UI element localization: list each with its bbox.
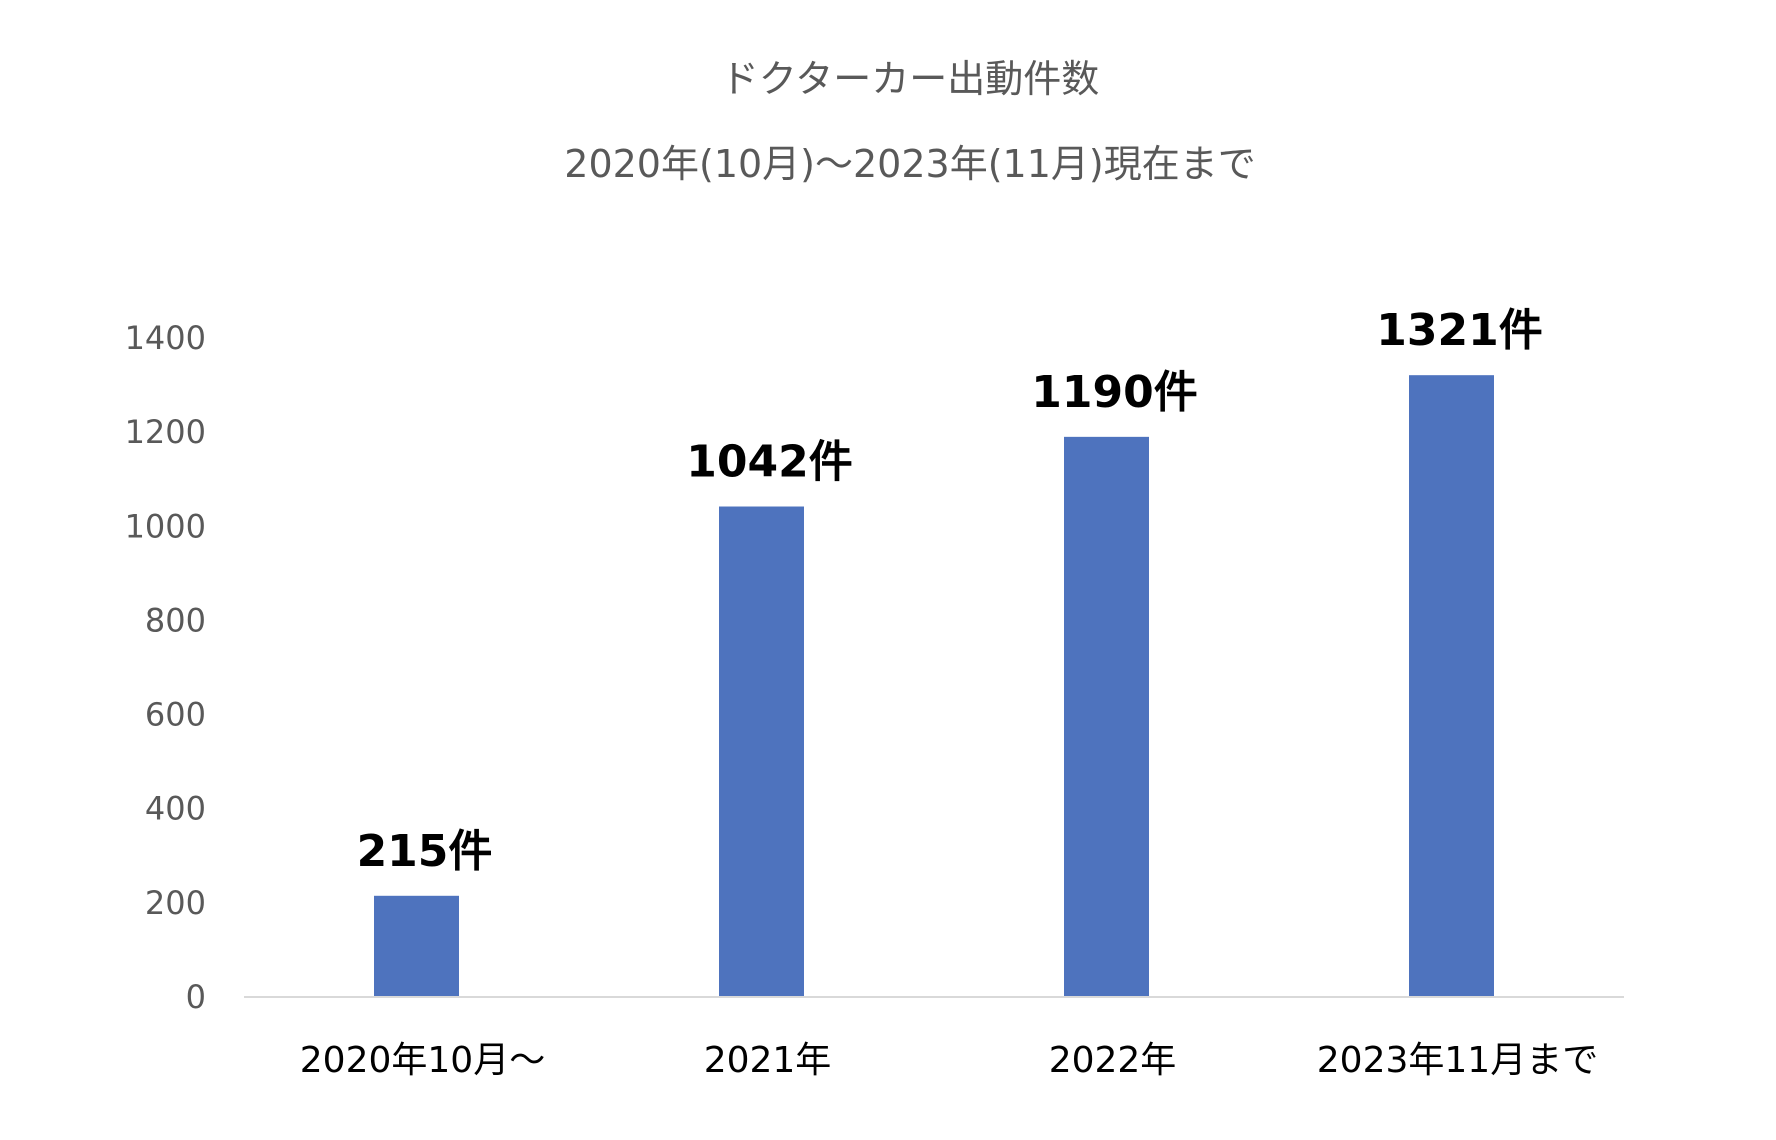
x-tick-label: 2020年10月～ [300,1040,545,1081]
data-label: 1321件 [1376,305,1542,356]
data-label: 1190件 [1031,367,1197,418]
x-tick-label: 2022年 [1049,1040,1177,1081]
bar [1409,375,1494,998]
bar [719,506,804,997]
data-label: 1042件 [686,437,852,488]
y-tick-label: 600 [145,696,206,734]
y-tick-label: 0 [186,978,206,1016]
bar [374,895,459,997]
chart-subtitle: 2020年(10月)～2023年(11月)現在まで [564,142,1255,186]
chart-title: ドクターカー出動件数 [721,57,1099,101]
y-tick-label: 1400 [125,319,206,357]
x-tick-label: 2021年 [704,1040,832,1081]
data-label: 215件 [357,826,493,877]
y-tick-label: 200 [145,884,206,922]
y-tick-label: 1200 [125,413,206,451]
y-tick-label: 800 [145,601,206,639]
x-tick-label: 2023年11月まで [1317,1040,1598,1081]
y-tick-label: 400 [145,790,206,828]
y-tick-label: 1000 [125,507,206,545]
bar [1064,436,1149,998]
